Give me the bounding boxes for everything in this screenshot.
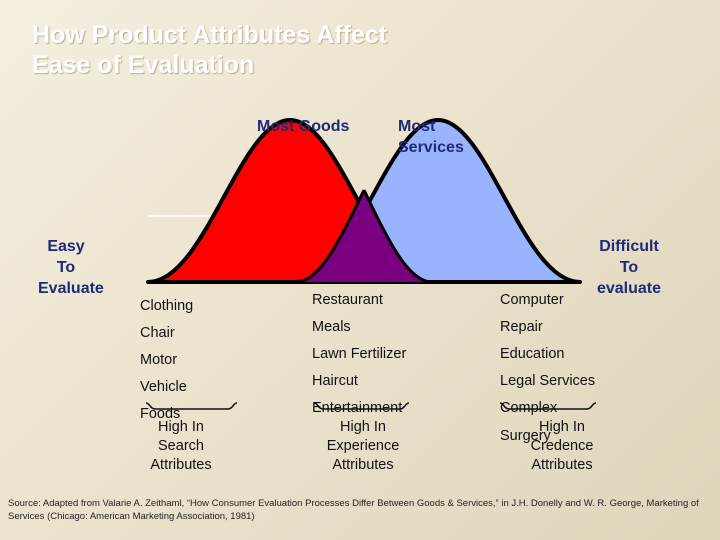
most-services-line-2: Services [398,139,464,156]
list-item: Restaurant [312,292,383,308]
search-attr-line-1: High In [158,419,204,435]
search-attributes-label: High In Search Attributes [131,418,231,475]
credence-attr-line-1: High In [539,419,585,435]
search-attr-line-2: Search [158,438,204,454]
experience-attr-line-3: Attributes [332,457,394,473]
list-item: Haircut [312,373,358,389]
experience-attributes-label: High In Experience Attributes [303,418,423,475]
overlap-region [296,190,432,282]
most-services-line-1: Most [398,118,436,135]
difficult-line-3: evaluate [596,280,662,297]
list-item: Clothing [140,298,194,314]
easy-line-3: Evaluate [38,280,104,297]
list-item: Motor [140,352,178,368]
list-item: Computer [500,292,564,308]
difficult-to-evaluate-label: Difficult To evaluate [593,236,665,299]
list-item: Chair [140,325,175,341]
easy-to-evaluate-label: Easy To Evaluate [38,236,104,299]
most-services-label: Most Services [398,116,464,158]
list-item: Complex [500,400,558,416]
slide-title: How Product Attributes Affect Ease of Ev… [32,20,492,80]
list-item: Meals [312,319,351,335]
list-item: Education [500,346,565,362]
difficult-line-1: Difficult [599,238,659,255]
list-item: Foods [140,406,181,422]
list-item: Vehicle [140,379,187,395]
overlap-edge-left [295,189,366,284]
list-item: Entertainment [312,400,403,416]
experience-attr-line-1: High In [340,419,386,435]
credence-attributes-label: High In Credence Attributes [507,418,617,475]
bracket-experience [313,402,410,410]
most-goods-text: Most Goods [257,118,350,135]
difficult-line-2: To [619,259,639,276]
easy-line-2: To [56,259,76,276]
most-goods-label: Most Goods [257,116,349,137]
easy-line-1: Easy [47,238,85,255]
credence-attr-line-3: Attributes [531,457,593,473]
title-line-1: How Product Attributes Affect [32,21,388,49]
bracket-credence [499,402,597,410]
credence-attr-line-2: Credence [530,438,594,454]
list-item: Legal Services [500,373,596,389]
list-item: Repair [500,319,543,335]
list-item: Surgery [500,428,551,444]
search-attr-line-3: Attributes [150,457,212,473]
title-line-2: Ease of Evaluation [32,51,255,79]
list-item: Lawn Fertilizer [312,346,407,362]
overlap-edge-right [362,189,433,284]
bracket-search [145,402,238,410]
experience-attr-line-2: Experience [326,438,400,454]
source-citation: Source: Adapted from Valarie A. Zeithaml… [8,498,699,522]
